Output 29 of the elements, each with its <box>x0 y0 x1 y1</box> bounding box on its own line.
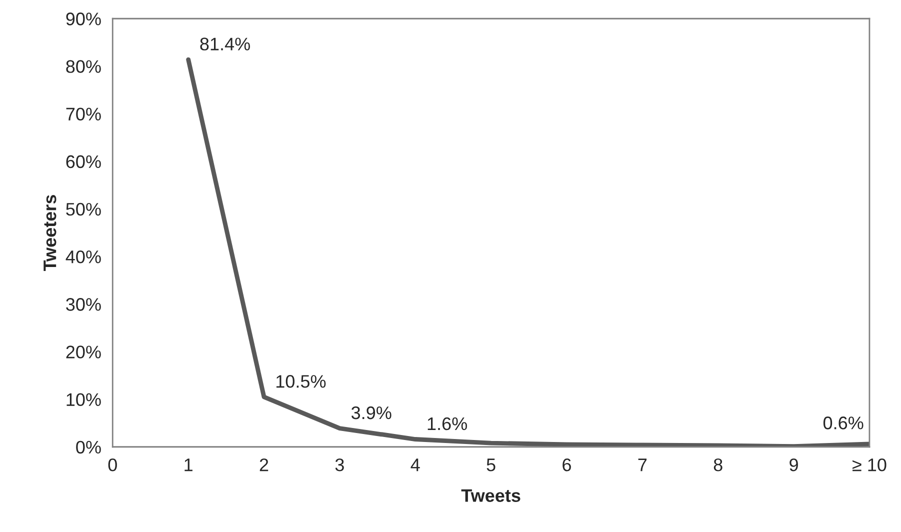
y-tick-label: 50% <box>66 202 101 216</box>
data-label: 10.5% <box>276 375 326 388</box>
x-tick-label: 3 <box>335 458 344 472</box>
y-tick-label: 60% <box>66 155 101 168</box>
y-tick-label: 90% <box>66 12 101 26</box>
y-tick-label: 0% <box>76 440 101 454</box>
line-series <box>186 57 870 447</box>
x-tick-label: 0 <box>108 458 117 472</box>
y-tick-label: 80% <box>66 60 101 73</box>
data-label: 3.9% <box>351 406 392 420</box>
x-axis-title: Tweets <box>461 489 520 502</box>
y-tick-label: 70% <box>66 108 101 121</box>
y-axis-title: Tweeters <box>44 195 56 272</box>
x-tick-label: 4 <box>410 458 420 472</box>
data-label: 81.4% <box>200 38 250 50</box>
y-tick-label: 30% <box>66 298 101 311</box>
x-tick-label: 8 <box>714 458 722 472</box>
y-tick-label: 20% <box>66 346 101 358</box>
data-label: 0.6% <box>823 416 864 430</box>
y-tick-label: 10% <box>66 393 101 406</box>
x-tick-label: ≥ 10 <box>852 458 886 472</box>
x-tick-label: 7 <box>638 458 647 472</box>
x-tick-label: 5 <box>486 458 496 472</box>
y-tick-label: 40% <box>66 250 101 264</box>
data-label: 1.6% <box>428 417 467 430</box>
x-tick-label: 9 <box>790 458 798 472</box>
x-tick-label: 6 <box>562 458 571 472</box>
x-tick-label: 1 <box>184 458 192 472</box>
x-tick-label: 2 <box>260 458 268 472</box>
